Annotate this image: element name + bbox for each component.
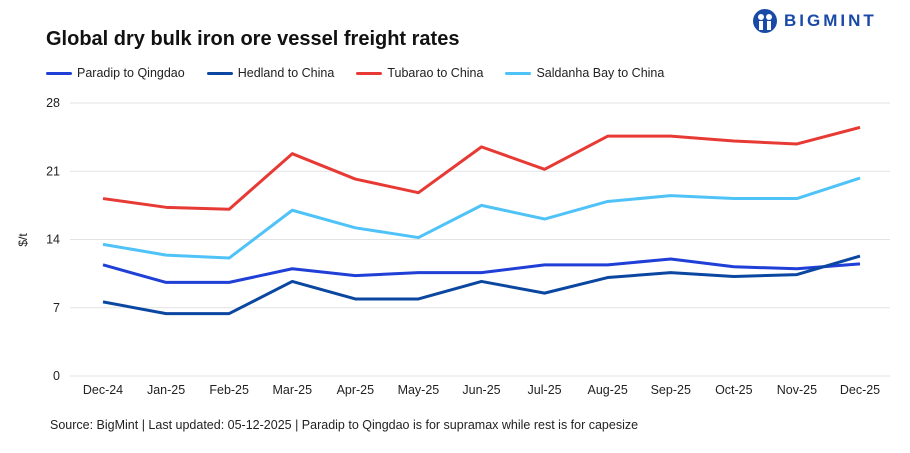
- source-note: Source: BigMint | Last updated: 05-12-20…: [50, 418, 639, 432]
- series-line: [102, 176, 861, 260]
- x-tick-label: Oct-25: [715, 383, 753, 397]
- series-line: [102, 254, 861, 316]
- series-line: [102, 125, 861, 211]
- series-line: [102, 257, 861, 284]
- y-tick-label: 0: [53, 369, 60, 383]
- legend-swatch: [206, 71, 233, 75]
- legend-label: Saldanha Bay to China: [536, 66, 665, 80]
- legend-swatch: [505, 71, 532, 75]
- legend-label: Paradip to Qingdao: [77, 66, 185, 80]
- x-tick-label: Sep-25: [651, 383, 691, 397]
- logo-icon: [753, 9, 777, 33]
- logo-text: BIGMINT: [784, 11, 877, 30]
- y-tick-label: 21: [46, 164, 60, 178]
- x-tick-label: Jan-25: [147, 383, 185, 397]
- x-tick-label: Aug-25: [588, 383, 628, 397]
- y-axis-label: $/t: [16, 233, 30, 247]
- x-tick-label: Mar-25: [272, 383, 312, 397]
- x-tick-label: Feb-25: [209, 383, 249, 397]
- bigmint-logo: BIGMINT: [752, 8, 877, 34]
- legend-label: Tubarao to China: [387, 66, 484, 80]
- legend-swatch: [46, 71, 72, 75]
- y-tick-label: 28: [46, 96, 60, 110]
- legend-item: Paradip to Qingdao: [46, 66, 185, 80]
- x-tick-label: Nov-25: [777, 383, 817, 397]
- legend-label: Hedland to China: [237, 66, 335, 80]
- x-tick-label: Jun-25: [462, 383, 500, 397]
- x-tick-label: May-25: [398, 383, 440, 397]
- x-tick-label: Dec-24: [83, 383, 123, 397]
- chart-title: Global dry bulk iron ore vessel freight …: [46, 28, 460, 50]
- legend-item: Tubarao to China: [356, 66, 483, 80]
- y-tick-label: 7: [53, 301, 60, 315]
- x-tick-label: Apr-25: [337, 383, 375, 397]
- legend-swatch: [356, 71, 383, 75]
- legend-item: Hedland to China: [206, 66, 335, 80]
- x-tick-label: Dec-25: [840, 383, 880, 397]
- x-tick-label: Jul-25: [528, 383, 562, 397]
- legend-item: Saldanha Bay to China: [505, 66, 664, 80]
- y-tick-label: 14: [46, 233, 60, 247]
- legend: Paradip to Qingdao Hedland to China Tubara…: [46, 66, 686, 80]
